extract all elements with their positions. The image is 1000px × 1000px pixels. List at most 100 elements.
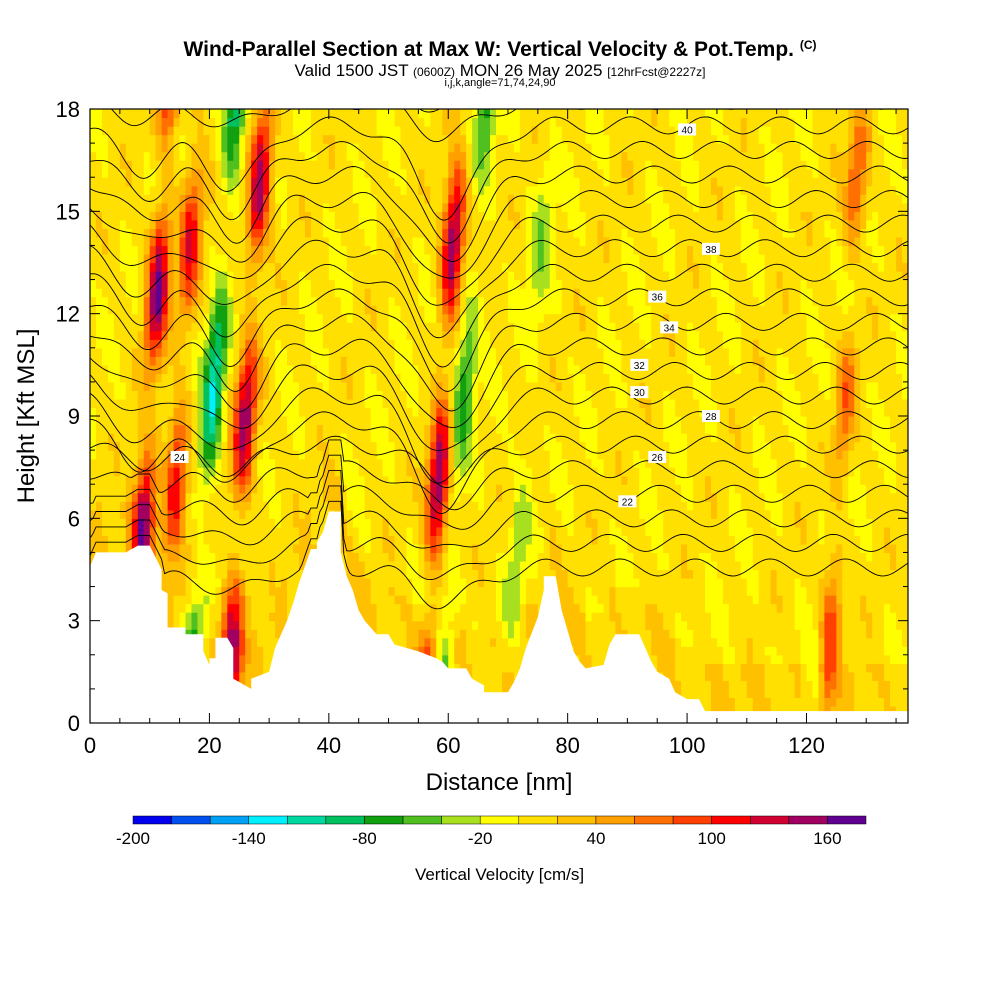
w-cell [233,330,240,340]
w-cell [197,168,205,178]
w-cell [388,526,396,536]
w-cell [269,509,276,519]
w-cell [418,518,425,528]
w-cell [466,143,473,153]
w-cell [161,168,169,178]
w-cell [257,560,264,571]
w-cell [472,117,479,127]
w-cell [161,279,169,289]
w-cell [478,569,485,579]
w-cell [90,535,97,545]
w-cell [340,509,348,519]
w-cell [179,279,187,289]
w-cell [161,253,169,264]
w-cell [149,330,157,340]
w-cell [293,168,300,178]
w-cell [424,253,431,264]
w-cell [185,518,193,528]
w-cell [322,398,330,409]
w-cell [454,433,461,443]
w-cell [149,236,157,247]
w-cell [490,245,497,255]
w-cell [227,313,234,323]
w-cell [239,347,246,357]
w-cell [197,484,205,494]
w-cell [137,185,145,195]
w-cell [484,578,491,588]
w-cell [388,398,396,409]
w-cell [179,236,187,247]
w-cell [269,339,276,349]
w-cell [131,279,139,289]
w-cell [179,185,187,195]
w-cell [472,185,479,195]
w-cell [490,356,497,366]
w-cell [340,543,348,554]
w-cell [430,313,437,323]
w-cell [149,185,157,195]
w-cell [215,185,222,195]
w-cell [370,279,378,289]
w-cell [460,271,467,281]
w-cell [388,407,396,417]
w-cell [448,475,455,485]
w-cell [257,236,264,247]
w-cell [203,620,211,630]
w-cell [221,313,228,323]
w-cell [287,177,294,187]
w-cell [298,501,306,511]
w-cell [221,126,228,136]
w-cell [101,296,109,306]
w-cell [197,450,205,460]
w-cell [484,637,491,647]
w-cell [436,160,443,170]
w-cell [406,356,414,366]
w-cell [370,390,378,400]
w-cell [466,603,473,613]
w-cell [430,134,437,144]
w-cell [167,535,175,545]
w-cell [95,339,103,349]
w-cell [460,390,467,400]
w-cell [466,339,473,349]
w-cell [95,364,103,374]
w-cell [251,646,258,656]
w-cell [125,271,133,281]
w-cell [436,424,443,434]
w-cell [400,262,408,272]
w-cell [107,219,115,229]
w-cell [478,211,485,221]
w-cell [466,305,473,315]
w-cell [394,202,402,212]
w-cell [215,543,222,554]
w-cell [388,151,396,161]
w-cell [185,458,193,468]
w-cell [179,160,187,170]
w-cell [424,441,431,451]
w-cell [382,484,390,494]
w-cell [436,552,443,562]
w-cell [490,586,497,596]
w-cell [185,305,193,315]
w-cell [472,202,479,212]
w-cell [376,467,384,477]
w-cell [221,288,228,298]
w-cell [472,194,479,204]
w-cell [358,450,366,460]
w-cell [257,543,264,554]
w-cell [430,509,437,519]
w-cell [239,279,246,289]
w-cell [484,398,491,409]
w-cell [298,356,306,366]
w-cell [209,509,216,519]
w-cell [137,168,145,178]
w-cell [358,143,366,153]
w-cell [400,475,408,485]
w-cell [221,134,228,144]
w-cell [119,219,127,229]
w-cell [358,151,366,161]
w-cell [382,501,390,511]
w-cell [95,168,103,178]
w-cell [472,151,479,161]
w-cell [90,271,97,281]
